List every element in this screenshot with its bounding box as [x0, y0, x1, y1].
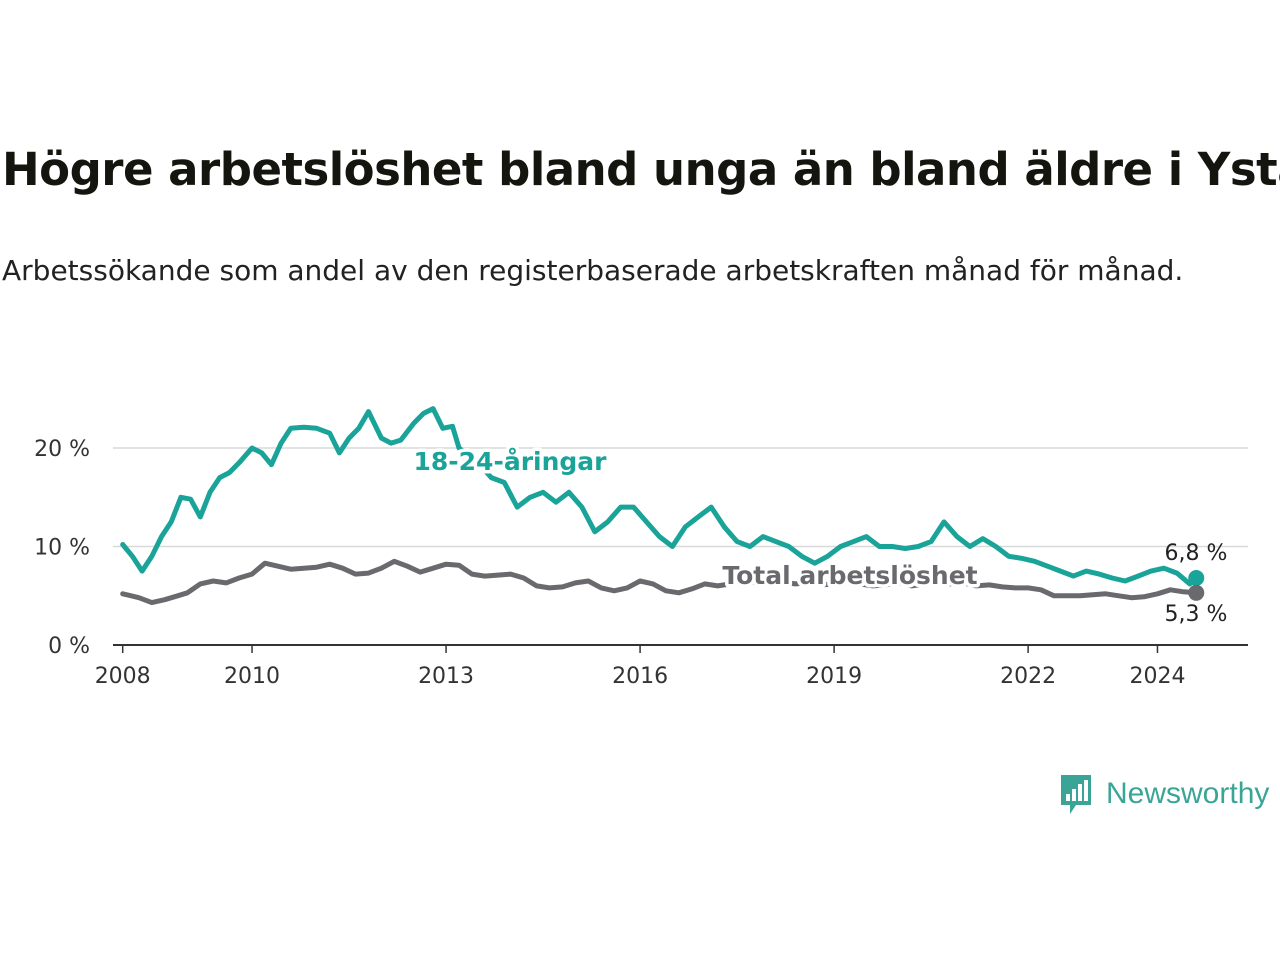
x-tick-label: 2008 — [95, 664, 151, 689]
series-label-youth: 18-24-åringar — [414, 447, 608, 476]
series-line-youth — [120, 406, 1199, 587]
x-tick-label: 2019 — [806, 664, 862, 689]
y-tick-label: 20 % — [34, 437, 90, 462]
end-value-youth: 6,8 % — [1165, 541, 1228, 566]
brand-name: Newsworthy — [1106, 777, 1270, 810]
end-value-total: 5,3 % — [1165, 602, 1228, 627]
x-tick-label: 2024 — [1129, 664, 1185, 689]
x-tick-label: 2013 — [418, 664, 474, 689]
chart-subtitle: Arbetssökande som andel av den registerb… — [2, 254, 1184, 287]
x-tick-label: 2022 — [1000, 664, 1056, 689]
x-tick-label: 2016 — [612, 664, 668, 689]
series-label-total: Total arbetslöshet — [722, 561, 977, 590]
y-tick-label: 0 % — [48, 634, 90, 659]
line-chart: 0 % 10 % 20 % 2008 2010 2013 2016 2019 2022 2024 1… — [34, 406, 1248, 689]
newsworthy-logo-icon — [1061, 775, 1091, 814]
series-line-total — [120, 558, 1199, 606]
x-tick-label: 2010 — [224, 664, 280, 689]
y-tick-label: 10 % — [34, 536, 90, 561]
series-end-marker — [1188, 570, 1205, 587]
series-end-marker — [1188, 584, 1205, 601]
newsworthy-logo[interactable]: Newsworthy — [1058, 772, 1269, 816]
chart-title: Högre arbetslöshet bland unga än bland ä… — [2, 143, 1280, 196]
